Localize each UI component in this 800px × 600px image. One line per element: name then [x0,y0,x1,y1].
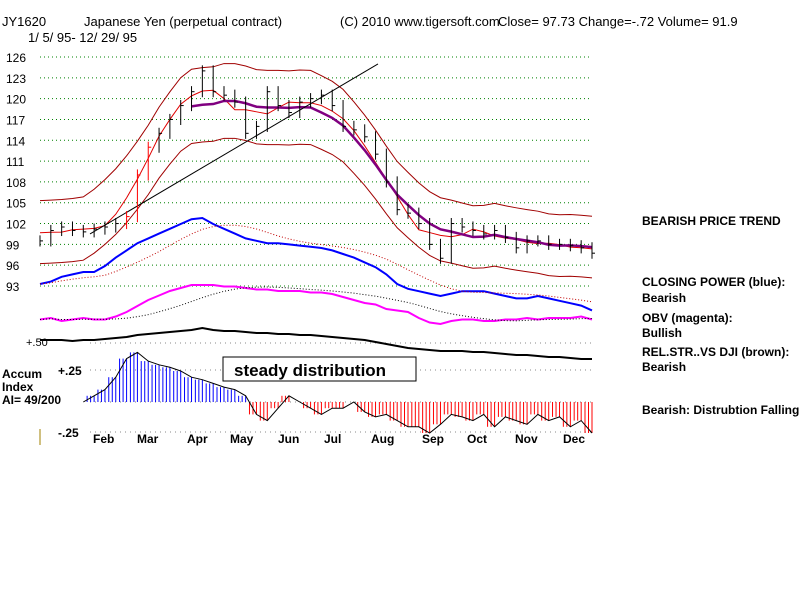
short-moving-average [39,89,593,250]
trendline [89,63,379,235]
cp-title: CLOSING POWER (blue): [642,275,786,289]
date-range: 1/ 5/ 95- 12/ 29/ 95 [28,30,138,45]
accum-index-line [83,351,593,434]
trend-label: BEARISH PRICE TREND [642,214,781,228]
minus25-label: -.25 [58,426,79,440]
month-label: Oct [467,432,487,446]
y-tick-label: 105 [6,197,26,211]
annotation-box [222,356,417,382]
rs-value: Bearish [642,360,687,374]
obv-title: OBV (magenta): [642,311,733,325]
rel-str-line [40,326,592,360]
moving-average-purple [191,99,593,249]
y-tick-label: 114 [6,134,25,148]
upper-band [39,63,593,217]
accum-label-2: Index [2,380,34,394]
month-label: Jul [324,432,341,446]
month-label: May [230,432,254,446]
obv-value: Bullish [642,326,683,340]
y-tick-label: 108 [6,176,26,190]
y-tick-label: 102 [6,218,26,232]
cp-value: Bearish [642,291,687,305]
closing-power-line [39,216,593,312]
annotation-box-text: steady distribution [234,361,386,380]
month-label: Mar [137,432,159,446]
symbol: JY1620 [2,14,47,29]
chart-title: Japanese Yen (perpetual contract) [84,14,283,29]
plus25-label: +.25 [58,364,82,378]
accum-label-1: Accum [2,367,43,381]
ai-label: AI= 49/200 [2,393,62,407]
ai-status: Bearish: Distrubtion Falling. [642,403,800,417]
lower-band [39,137,593,279]
month-label: Nov [515,432,538,446]
obv-line [39,284,593,326]
month-label: Aug [371,432,394,446]
month-label: Apr [187,432,208,446]
y-tick-label: 123 [6,72,26,86]
month-label: Feb [93,432,114,446]
month-label: Jun [278,432,299,446]
y-tick-label: 111 [6,155,25,169]
month-label: Sep [422,432,444,446]
y-tick-label: 117 [6,113,25,127]
y-tick-label: 96 [6,259,20,273]
copyright: (C) 2010 www.tigersoft.com [340,14,500,29]
y-tick-label: 93 [6,280,20,294]
y-tick-label: 120 [6,93,26,107]
plus50-label: +.50 [26,337,48,349]
y-tick-label: 126 [6,51,26,65]
stats: Close= 97.73 Change=-.72 Volume= 91.9 [498,14,738,29]
rs-title: REL.STR..VS DJI (brown): [642,345,790,359]
y-tick-label: 99 [6,238,20,252]
month-label: Dec [563,432,585,446]
